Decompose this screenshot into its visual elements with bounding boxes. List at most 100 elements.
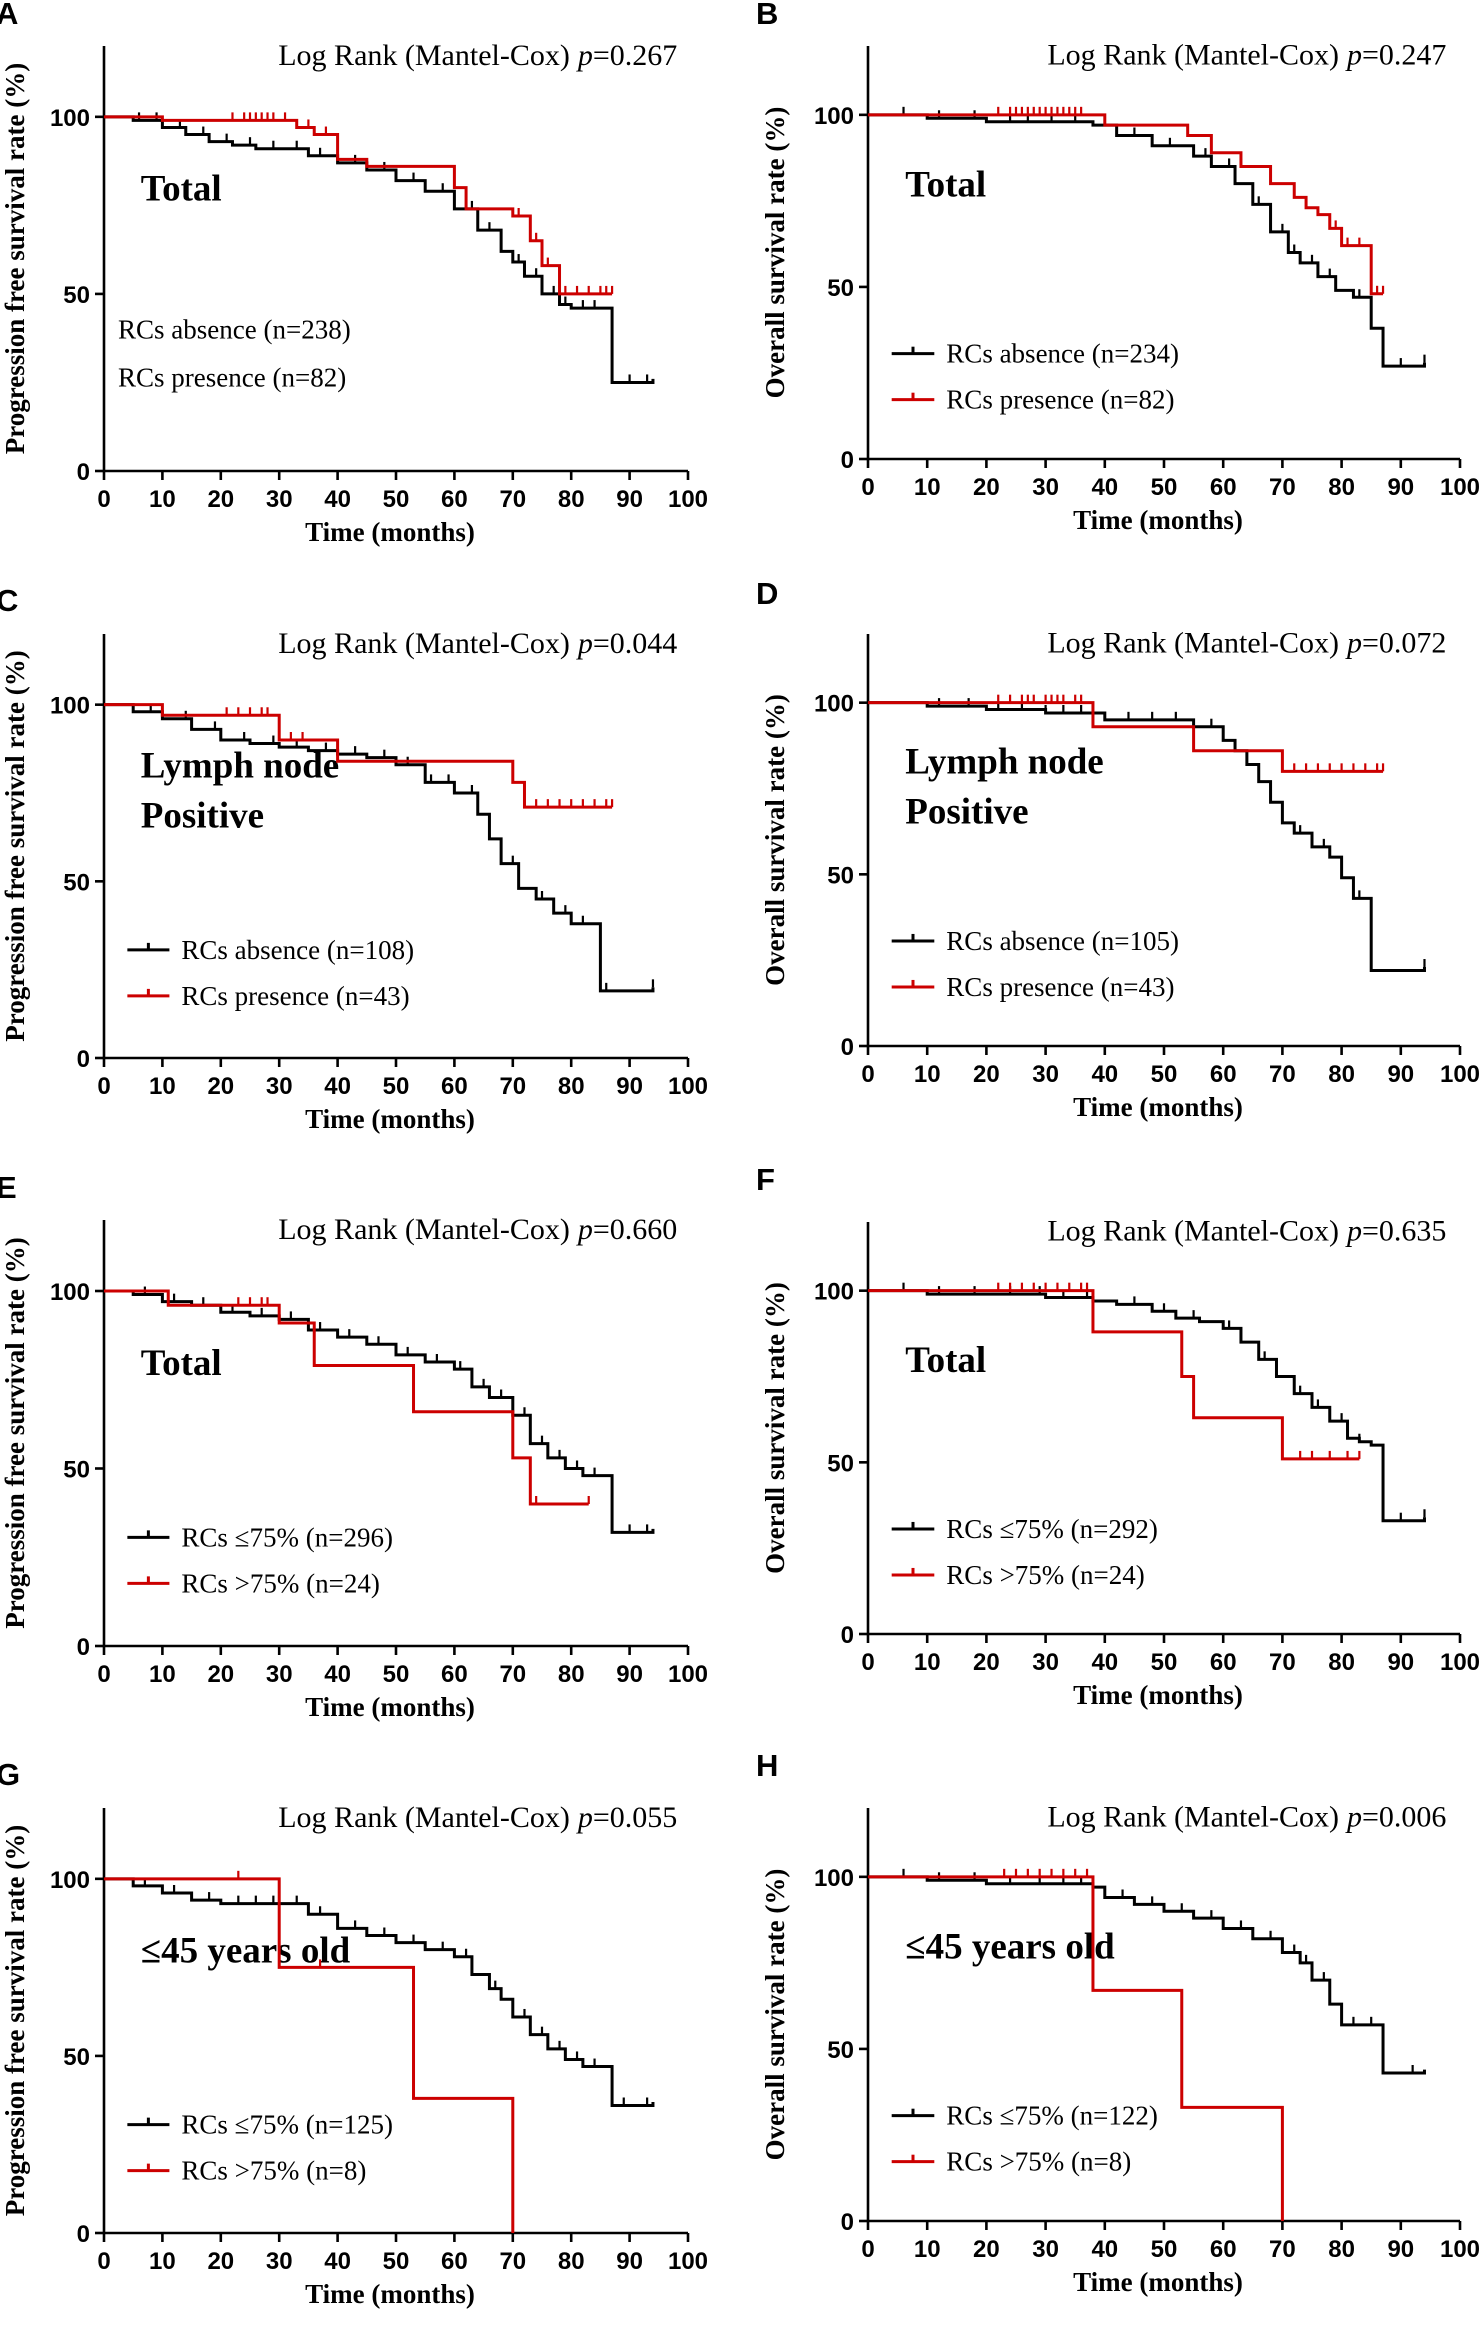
x-tick-label: 80 bbox=[558, 486, 585, 513]
title-text: Log Rank (Mantel-Cox) bbox=[1047, 1215, 1339, 1248]
p-value: =0.055 bbox=[593, 1801, 677, 1834]
p-value: =0.635 bbox=[1362, 1215, 1446, 1248]
p-value: =0.660 bbox=[593, 1213, 677, 1246]
x-tick-label: 10 bbox=[149, 1661, 176, 1688]
y-tick-label: 0 bbox=[841, 1622, 854, 1649]
x-tick-label: 20 bbox=[973, 1061, 1000, 1088]
x-tick-label: 0 bbox=[861, 1061, 874, 1088]
title-text: Log Rank (Mantel-Cox) bbox=[278, 39, 570, 72]
y-axis-label: Progression free survival rate (%) bbox=[0, 650, 30, 1041]
x-tick-label: 20 bbox=[207, 2248, 234, 2275]
panel-label: E bbox=[0, 1170, 17, 1205]
p-value: =0.006 bbox=[1362, 1801, 1446, 1834]
subgroup-label: Total bbox=[905, 164, 986, 205]
p-value: =0.267 bbox=[593, 39, 677, 72]
series-line bbox=[868, 1289, 1426, 1523]
chart-title: Log Rank (Mantel-Cox) p=0.006 bbox=[1047, 1801, 1446, 1834]
x-tick-label: 30 bbox=[266, 2248, 293, 2275]
x-tick-label: 70 bbox=[1269, 1061, 1296, 1088]
x-axis-label: Time (months) bbox=[1073, 2267, 1243, 2297]
p-symbol: p bbox=[576, 627, 593, 660]
series-line bbox=[104, 703, 655, 993]
x-tick-label: 90 bbox=[1387, 1649, 1414, 1676]
subgroup-label: ≤45 years old bbox=[141, 1931, 351, 1972]
x-tick-label: 30 bbox=[1032, 1649, 1059, 1676]
x-tick-label: 50 bbox=[1151, 1649, 1178, 1676]
legend-entry: RCs absence (n=234) bbox=[946, 339, 1179, 369]
series-line bbox=[868, 701, 1426, 972]
x-tick-label: 30 bbox=[266, 1073, 293, 1100]
subgroup-label: Positive bbox=[905, 791, 1028, 832]
series-line bbox=[868, 1875, 1426, 2075]
x-tick-label: 30 bbox=[266, 1661, 293, 1688]
x-tick-label: 10 bbox=[914, 1649, 941, 1676]
subgroup-label: Total bbox=[141, 1343, 222, 1384]
y-tick-label: 50 bbox=[63, 869, 90, 896]
legend-entry: RCs absence (n=108) bbox=[181, 935, 414, 965]
y-tick-label: 100 bbox=[50, 1867, 90, 1894]
x-tick-label: 90 bbox=[616, 1661, 643, 1688]
x-tick-label: 100 bbox=[1440, 474, 1480, 501]
title-text: Log Rank (Mantel-Cox) bbox=[278, 627, 570, 660]
x-tick-label: 60 bbox=[1210, 1649, 1237, 1676]
y-tick-label: 50 bbox=[827, 2037, 854, 2064]
x-tick-label: 0 bbox=[861, 2236, 874, 2263]
x-tick-label: 80 bbox=[558, 1073, 585, 1100]
panel-label: A bbox=[0, 0, 18, 31]
x-tick-label: 40 bbox=[324, 1073, 351, 1100]
x-tick-label: 60 bbox=[1210, 474, 1237, 501]
axis-lines bbox=[102, 46, 688, 473]
legend-entry: RCs ≤75% (n=125) bbox=[181, 2110, 393, 2140]
x-tick-label: 90 bbox=[616, 486, 643, 513]
x-axis-label: Time (months) bbox=[305, 1692, 475, 1722]
x-axis-label: Time (months) bbox=[305, 2279, 475, 2309]
y-tick-label: 100 bbox=[814, 1865, 854, 1892]
y-tick-label: 0 bbox=[841, 2209, 854, 2236]
y-axis-label: Overall survival rate (%) bbox=[760, 1282, 790, 1574]
x-tick-label: 50 bbox=[383, 1661, 410, 1688]
y-axis-label: Progression free survival rate (%) bbox=[0, 1237, 30, 1628]
x-tick-label: 100 bbox=[1440, 1061, 1480, 1088]
x-tick-label: 10 bbox=[149, 486, 176, 513]
x-tick-label: 0 bbox=[97, 1073, 110, 1100]
x-tick-label: 60 bbox=[441, 2248, 468, 2275]
x-tick-label: 20 bbox=[207, 1661, 234, 1688]
x-tick-label: 80 bbox=[1328, 2236, 1355, 2263]
legend-entry: RCs >75% (n=24) bbox=[946, 1560, 1144, 1590]
y-tick-label: 100 bbox=[814, 691, 854, 718]
x-tick-label: 20 bbox=[207, 1073, 234, 1100]
x-axis-label: Time (months) bbox=[1073, 505, 1243, 535]
panel-label: H bbox=[756, 1748, 778, 1783]
p-symbol: p bbox=[576, 1801, 593, 1834]
series-line bbox=[104, 1289, 655, 1534]
p-value: =0.072 bbox=[1362, 627, 1446, 660]
x-tick-label: 40 bbox=[1091, 1061, 1118, 1088]
x-tick-label: 10 bbox=[914, 2236, 941, 2263]
series-line bbox=[104, 1877, 655, 2107]
series-line bbox=[104, 115, 655, 384]
chart-title: Log Rank (Mantel-Cox) p=0.247 bbox=[1047, 39, 1446, 72]
x-tick-label: 60 bbox=[1210, 1061, 1237, 1088]
x-tick-label: 0 bbox=[861, 1649, 874, 1676]
x-tick-label: 70 bbox=[499, 1661, 526, 1688]
panel-label: F bbox=[756, 1162, 775, 1197]
y-tick-label: 50 bbox=[827, 275, 854, 302]
x-tick-label: 80 bbox=[1328, 1061, 1355, 1088]
x-tick-label: 40 bbox=[324, 2248, 351, 2275]
panel-g: G 0 10 20 30 40 50 60 70 80 90 100 0 50 100 Time (month… bbox=[0, 1757, 708, 2309]
y-tick-label: 0 bbox=[841, 447, 854, 474]
legend-entry: RCs ≤75% (n=122) bbox=[946, 2101, 1158, 2131]
x-tick-label: 70 bbox=[1269, 1649, 1296, 1676]
legend-entry: RCs ≤75% (n=292) bbox=[946, 1514, 1158, 1544]
x-tick-label: 40 bbox=[324, 486, 351, 513]
x-tick-label: 70 bbox=[499, 486, 526, 513]
x-tick-label: 100 bbox=[1440, 1649, 1480, 1676]
p-value: =0.247 bbox=[1362, 39, 1446, 72]
y-tick-label: 100 bbox=[50, 1279, 90, 1306]
x-tick-label: 100 bbox=[668, 2248, 708, 2275]
legend-entry: RCs absence (n=105) bbox=[946, 926, 1179, 956]
legend-entry: RCs >75% (n=24) bbox=[181, 1568, 379, 1598]
y-tick-label: 50 bbox=[63, 282, 90, 309]
chart-title: Log Rank (Mantel-Cox) p=0.267 bbox=[278, 39, 677, 72]
x-tick-label: 40 bbox=[324, 1661, 351, 1688]
